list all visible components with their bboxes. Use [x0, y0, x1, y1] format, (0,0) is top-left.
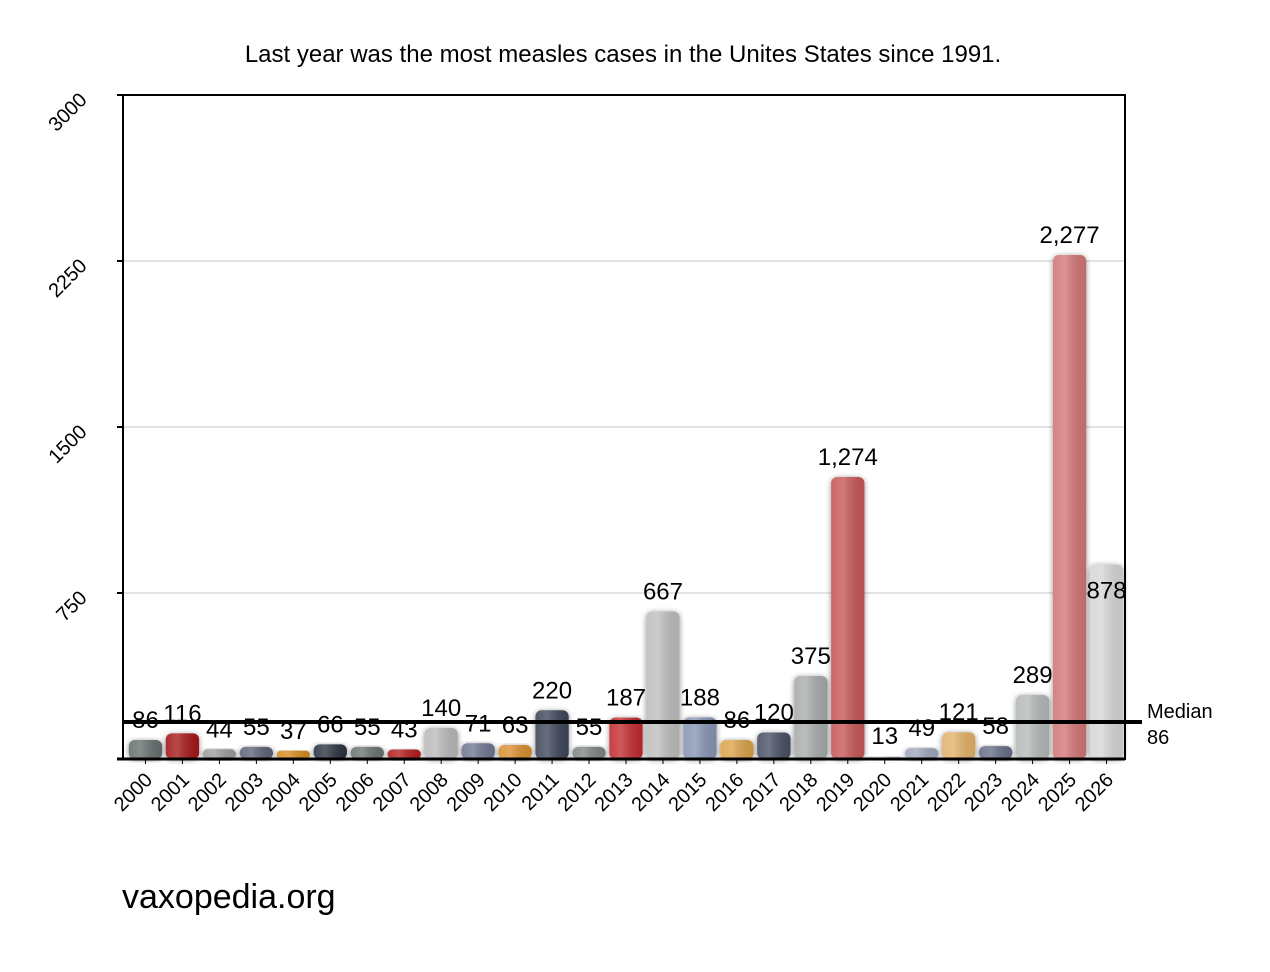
x-tick-label: 2013 — [591, 769, 638, 816]
x-tick-label: 2017 — [738, 769, 785, 816]
bar-sheen — [498, 745, 532, 759]
data-label: 63 — [502, 712, 529, 739]
y-tick-label: 2250 — [45, 255, 92, 302]
bar-sheen — [1015, 695, 1050, 759]
x-tick-label: 2011 — [518, 769, 564, 815]
data-label: 43 — [391, 716, 418, 743]
bar-sheen — [424, 728, 458, 759]
bar-sheen — [239, 746, 274, 759]
data-label: 71 — [465, 710, 492, 737]
bar-sheen — [609, 717, 643, 759]
data-label: 55 — [243, 714, 270, 741]
x-tick-label: 2012 — [554, 769, 601, 816]
bar-sheen — [646, 611, 680, 759]
watermark: vaxopedia.org — [122, 878, 336, 916]
x-tick-label: 2000 — [110, 769, 157, 816]
data-label: 188 — [680, 684, 720, 711]
data-label: 66 — [317, 711, 344, 738]
y-tick-label: 750 — [52, 587, 91, 626]
x-tick-label: 2020 — [849, 769, 896, 816]
x-tick-label: 2004 — [258, 769, 305, 816]
chart-title: Last year was the most measles cases in … — [245, 41, 1001, 68]
x-tick-label: 2006 — [332, 769, 379, 816]
x-tick-label: 2021 — [886, 769, 933, 816]
data-label: 86 — [132, 707, 159, 734]
bar-sheen — [905, 748, 939, 759]
x-tick-label: 2002 — [184, 769, 231, 816]
x-tick-label: 2007 — [369, 769, 416, 816]
data-label: 667 — [643, 578, 683, 605]
data-label: 878 — [1086, 578, 1126, 605]
x-tick-label: 2022 — [923, 769, 970, 816]
bar-sheen — [831, 477, 865, 759]
data-label: 37 — [280, 718, 307, 745]
x-tick-label: 2019 — [812, 769, 859, 816]
data-label: 120 — [754, 699, 794, 726]
data-label: 116 — [163, 700, 201, 727]
bar-sheen — [276, 750, 310, 759]
bar-sheen — [350, 746, 384, 759]
bar-sheen — [387, 749, 421, 759]
data-label: 375 — [791, 643, 831, 670]
bar-sheen — [1052, 255, 1087, 760]
bar-sheen — [978, 746, 1013, 759]
data-label: 55 — [576, 714, 603, 741]
axes-layer — [117, 94, 1142, 764]
data-label: 121 — [939, 699, 979, 726]
median-label: Median — [1147, 701, 1213, 723]
x-tick-label: 2014 — [627, 769, 674, 816]
bars-layer — [128, 255, 1124, 760]
bar-sheen — [572, 746, 606, 759]
bar-sheen — [1089, 564, 1124, 759]
bar-sheen — [942, 732, 976, 759]
bar-sheen — [683, 717, 717, 759]
x-tick-label: 2008 — [406, 769, 453, 816]
y-tick-label: 1500 — [45, 421, 92, 468]
data-label: 58 — [982, 713, 1009, 740]
bar-sheen — [757, 732, 791, 759]
data-label: 220 — [532, 677, 572, 704]
bar-sheen — [128, 739, 163, 759]
x-tick-label: 2009 — [443, 769, 490, 816]
data-label: 1,274 — [818, 444, 878, 471]
data-label: 86 — [724, 707, 751, 734]
bar-sheen — [535, 710, 569, 759]
x-tick-label: 2018 — [775, 769, 822, 816]
median-value: 86 — [1147, 727, 1169, 749]
x-tick-label: 2015 — [664, 769, 711, 816]
data-label: 55 — [354, 714, 381, 741]
bar-sheen — [313, 744, 347, 759]
data-label: 49 — [908, 715, 935, 742]
data-label: 289 — [1013, 662, 1053, 689]
data-label: 13 — [871, 723, 898, 750]
x-tick-label: 2003 — [221, 769, 268, 816]
x-tick-label: 2010 — [480, 769, 527, 816]
y-tick-label: 3000 — [45, 89, 92, 136]
data-label: 187 — [606, 685, 646, 712]
data-label: 2,277 — [1040, 222, 1100, 249]
x-tick-label: 2001 — [147, 769, 194, 816]
data-label: 140 — [421, 695, 461, 722]
bar-sheen — [165, 733, 200, 759]
bar-sheen — [461, 743, 495, 759]
x-tick-label: 2024 — [997, 769, 1044, 816]
bar-sheen — [720, 739, 754, 759]
x-tick-label: 2026 — [1071, 769, 1118, 816]
x-tick-label: 2023 — [960, 769, 1007, 816]
bar-sheen — [202, 749, 237, 759]
x-tick-label: 2016 — [701, 769, 748, 816]
bar-sheen — [794, 676, 828, 759]
x-tick-label: 2025 — [1034, 769, 1081, 816]
data-label: 44 — [206, 716, 233, 743]
grid-layer — [123, 260, 1125, 594]
x-tick-label: 2005 — [295, 769, 342, 816]
